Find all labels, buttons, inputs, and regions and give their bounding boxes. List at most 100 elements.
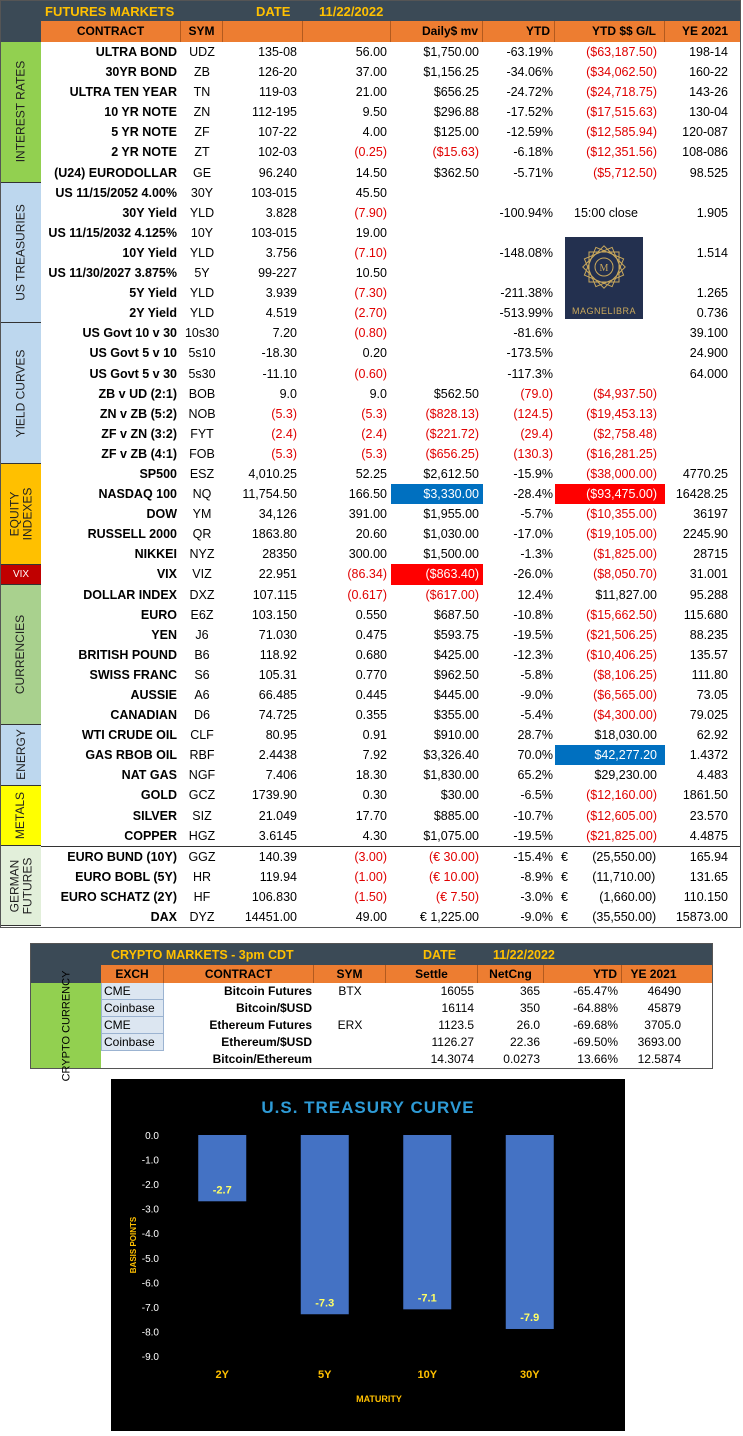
cell-sym: B6: [194, 647, 210, 662]
futures-title-bar: FUTURES MARKETS DATE 11/22/2022: [1, 1, 740, 21]
cell-ytd: -3.0%: [520, 889, 553, 904]
cell-ytd: -19.5%: [513, 828, 553, 843]
cell-ytd: -5.4%: [520, 708, 553, 723]
cell-ytd: -8.9%: [520, 869, 553, 884]
y-tick-label: -9.0: [142, 1352, 160, 1363]
col-daily-mv: Daily$ mv: [391, 21, 483, 42]
cell-ytd: 12.4%: [517, 587, 553, 602]
cell-ytdgl: ($12,585.94): [586, 125, 657, 140]
crypto-title-area: CRYPTO MARKETS - 3pm CDT DATE 11/22/2022: [101, 944, 712, 965]
cell-ytd: -5.71%: [513, 165, 553, 180]
cell-ye: 62.92: [696, 728, 728, 743]
cell-mv: $1,955.00: [423, 507, 479, 522]
cell-ytdgl: $18,030.00: [594, 728, 657, 743]
crypto-title-bar: CRYPTO MARKETS - 3pm CDT DATE 11/22/2022: [31, 944, 712, 965]
cell-net: 4.00: [362, 125, 387, 140]
cell-sym: SIZ: [192, 808, 212, 823]
cell-mv: $1,500.00: [423, 547, 479, 562]
table-row: 2Y Yield YLD 4.519 (2.70) -513.99% 0.736: [41, 303, 740, 323]
table-row: ZB v UD (2:1) BOB 9.0 9.0 $562.50 (79.0) ($4,9…: [41, 384, 740, 404]
col-contract: CONTRACT: [41, 21, 181, 42]
crypto-cell-settle: 1126.27: [431, 1035, 475, 1049]
cell-price: 126-20: [258, 65, 297, 80]
cell-ytdgl: ($93,475.00): [555, 484, 665, 505]
cell-ytdgl: ($15,662.50): [586, 607, 657, 622]
cell-price: 71.030: [258, 627, 297, 642]
cell-ytdgl: 15:00 close: [574, 205, 638, 220]
bar-2y: [198, 1135, 247, 1202]
cell-ytdgl: [555, 364, 665, 384]
crypto-cell-ye: 46490: [647, 984, 681, 998]
cell-ye: 16428.25: [675, 487, 728, 502]
crypto-col-sym: SYM: [314, 965, 386, 983]
table-row: ULTRA BOND UDZ 135-08 56.00 $1,750.00 -63.19%…: [41, 42, 740, 62]
y-tick-label: -4.0: [142, 1229, 160, 1240]
magnelibra-logo: M MAGNELIBRA: [565, 237, 643, 319]
cell-net: 45.50: [355, 185, 387, 200]
logo-text: MAGNELIBRA: [571, 306, 636, 316]
cell-mv: $687.50: [433, 607, 479, 622]
cell-ytdgl: ($38,000.00): [586, 466, 657, 481]
cell-ye: [665, 384, 732, 404]
section-label: ENERGY: [1, 725, 41, 786]
section-label: VIX: [1, 564, 41, 585]
x-tick-label: 2Y: [216, 1369, 230, 1381]
cell-sym: S6: [194, 667, 210, 682]
cell-sym: YLD: [189, 205, 215, 220]
cell-price: 2.4438: [258, 748, 297, 763]
bar-30y: [505, 1135, 554, 1329]
cell-mv: $656.25: [433, 85, 479, 100]
cell-sym: ZB: [194, 65, 210, 80]
cell-ye: 135.57: [689, 647, 728, 662]
cell-contract: 10Y Yield: [122, 245, 177, 260]
chart-title: U.S. TREASURY CURVE: [261, 1098, 474, 1117]
cell-ytdgl: [555, 323, 665, 343]
cell-price: 21.049: [258, 808, 297, 823]
cell-ye: 108-086: [682, 145, 728, 160]
cell-ye: 95.288: [689, 587, 728, 602]
table-row: 30Y Yield YLD 3.828 (7.90) -100.94% 15:00 clo…: [41, 203, 740, 223]
section-label: US TREASURIES: [1, 182, 41, 324]
cell-net: (0.80): [354, 326, 387, 341]
crypto-markets-table: CRYPTO MARKETS - 3pm CDT DATE 11/22/2022…: [30, 943, 713, 1081]
cell-mv: $885.00: [433, 808, 479, 823]
cell-ytd: 70.0%: [517, 748, 553, 763]
cell-ye: [665, 424, 732, 444]
cell-sym: 30Y: [190, 185, 214, 200]
crypto-cell-exch: Coinbase: [101, 1000, 164, 1017]
crypto-row: CME Ethereum Futures ERX 1123.5 26.0 -69.68% 3…: [101, 1017, 712, 1034]
cell-sym: 5s30: [188, 366, 216, 381]
crypto-col-settle: Settle: [386, 965, 478, 983]
cell-net: (1.50): [354, 889, 387, 904]
cell-ytd: -9.0%: [520, 910, 553, 925]
cell-contract: EURO SCHATZ (2Y): [60, 889, 177, 904]
cell-sym: UDZ: [189, 45, 215, 59]
cell-mv: $3,330.00: [391, 484, 483, 505]
table-row: AUSSIE A6 66.485 0.445 $445.00 -9.0% ($6,565.0…: [41, 685, 740, 705]
crypto-cell-ytd: -65.47%: [573, 984, 618, 998]
crypto-cell-settle: 14.3074: [430, 1052, 474, 1066]
cell-ytdgl: ($12,160.00): [586, 788, 657, 803]
cell-net: (86.34): [347, 567, 387, 582]
cell-ytd: -5.7%: [520, 507, 553, 522]
table-row: NASDAQ 100 NQ 11,754.50 166.50 $3,330.00 -28.…: [41, 484, 740, 505]
cell-ytdgl: ($12,605.00): [586, 808, 657, 823]
cell-ytd: -6.5%: [520, 788, 553, 803]
cell-ytdgl: ($8,050.70): [593, 567, 657, 582]
cell-sym: 5Y: [194, 266, 210, 281]
section-label-text: METALS: [13, 791, 28, 839]
crypto-side-text: CRYPTO CURRENCY: [60, 970, 72, 1081]
cell-ytdgl: [555, 343, 665, 363]
cell-net: 0.30: [362, 788, 387, 803]
cell-ytd: -15.9%: [513, 466, 553, 481]
cell-ye: 115.680: [683, 607, 728, 622]
crypto-cell-contract: Bitcoin/Ethereum: [212, 1052, 312, 1066]
table-row: US Govt 10 v 30 10s30 7.20 (0.80) -81.6% 39.1…: [41, 323, 740, 343]
cell-ytd: -26.0%: [513, 567, 553, 582]
cell-sym: 10Y: [190, 225, 214, 240]
col-ye-2021: YE 2021: [681, 24, 728, 38]
cell-price: 4.519: [265, 306, 297, 321]
data-label: -7.1: [418, 1292, 437, 1304]
cell-ytd: -211.38%: [500, 286, 553, 301]
cell-price: 96.240: [258, 165, 297, 180]
